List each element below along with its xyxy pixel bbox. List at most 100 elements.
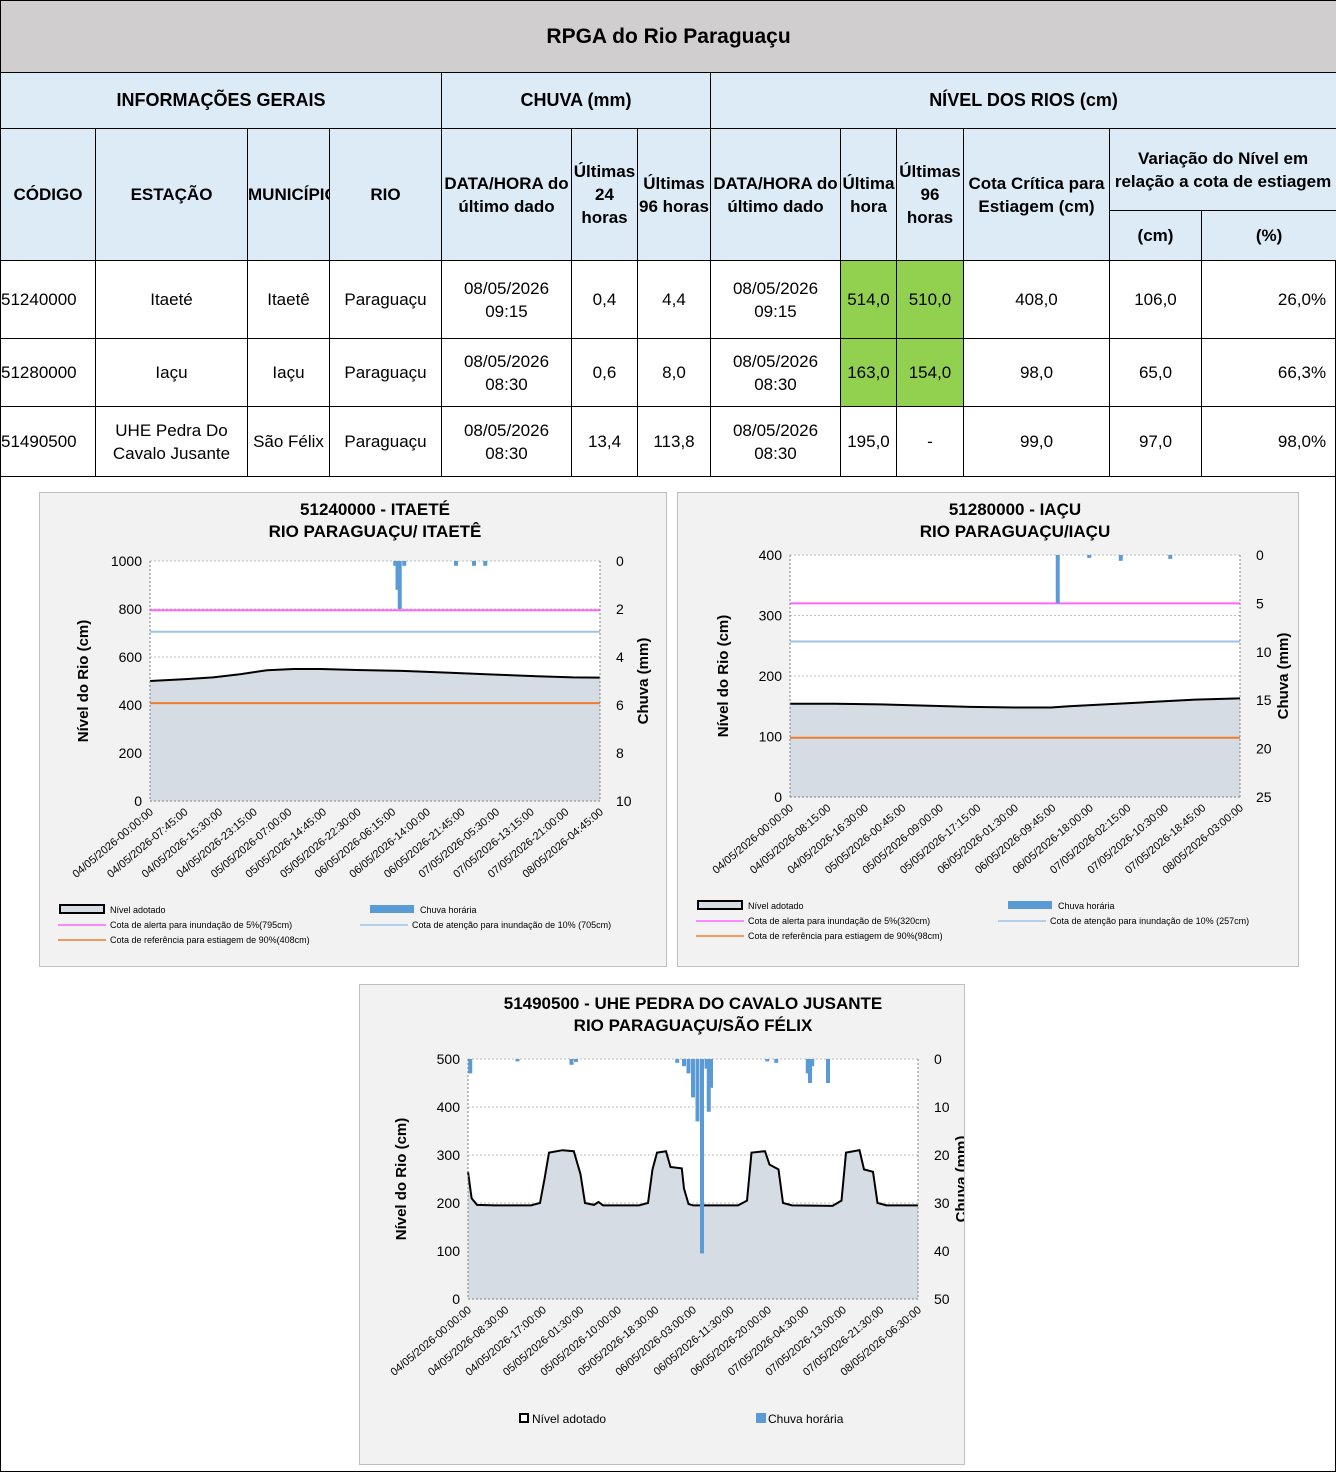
chart-title: 51490500 - UHE PEDRA DO CAVALO JUSANTE xyxy=(504,994,883,1013)
legend-swatch-chuva xyxy=(1008,901,1052,909)
header-estacao: ESTAÇÃO xyxy=(95,128,248,261)
header-ultima-hora: Última hora xyxy=(840,128,897,261)
legend-swatch-chuva xyxy=(370,905,414,913)
legend-label: Nível adotado xyxy=(110,905,166,915)
chuva-bar xyxy=(805,1059,810,1074)
y2-tick-label: 40 xyxy=(934,1243,950,1259)
section-chuva: CHUVA (mm) xyxy=(441,72,711,129)
header-datahora-chuva: DATA/HORA do último dado xyxy=(441,128,572,261)
y2-tick-label: 30 xyxy=(934,1195,950,1211)
chuva-bar xyxy=(765,1059,770,1062)
cell-chuva-96: 113,8 xyxy=(637,406,711,477)
chuva-bar xyxy=(774,1059,779,1063)
chart-iacu: 51280000 - IAÇU RIO PARAGUAÇU/IAÇU 0 100 200… xyxy=(677,492,1299,967)
cell-ultima-hora: 514,0 xyxy=(840,260,897,339)
cell-ultima-hora: 163,0 xyxy=(840,338,897,407)
y2-tick-label: 0 xyxy=(616,553,624,569)
chuva-bar xyxy=(395,561,400,590)
legend-label: Cota de referência para estiagem de 90%(… xyxy=(110,935,310,945)
cell-chuva-24: 13,4 xyxy=(571,406,638,477)
cell-var-pct: 98,0% xyxy=(1200,406,1336,477)
legend-label: Chuva horária xyxy=(420,905,477,915)
chuva-bar xyxy=(704,1059,709,1069)
cell-data-chuva: 08/05/2026 09:15 xyxy=(441,260,572,339)
chuva-bar xyxy=(569,1059,574,1065)
cell-cota: 98,0 xyxy=(963,338,1110,407)
y-tick-label: 400 xyxy=(759,547,783,563)
chuva-bar xyxy=(1087,555,1092,558)
chuva-bar xyxy=(682,1059,686,1067)
cell-cota: 99,0 xyxy=(963,406,1110,477)
cell-estacao: UHE Pedra Do Cavalo Jusante xyxy=(95,406,248,477)
cell-chuva-96: 4,4 xyxy=(637,260,711,339)
cell-rio: Paraguaçu xyxy=(329,406,442,477)
chart-itaete: 51240000 - ITAETÉ RIO PARAGUAÇU/ ITAETÊ 0 2… xyxy=(39,492,667,967)
cell-var-pct: 66,3% xyxy=(1200,338,1336,407)
y2-tick-label: 50 xyxy=(934,1291,950,1307)
cell-municipio: Itaetê xyxy=(247,260,330,339)
legend-label: Chuva horária xyxy=(1058,901,1115,911)
chuva-bar xyxy=(1168,555,1173,559)
y2-tick-label: 20 xyxy=(934,1147,950,1163)
y-axis-title: Nível do Rio (cm) xyxy=(75,620,92,743)
header-variacao: Variação do Nível em relação a cota de e… xyxy=(1108,128,1336,211)
legend-swatch-nivel xyxy=(59,904,105,914)
nivel-line xyxy=(467,1149,918,1207)
y2-tick-label: 20 xyxy=(1256,741,1272,757)
chuva-bar xyxy=(695,1059,700,1122)
y-tick-label: 600 xyxy=(119,649,143,665)
cell-municipio: São Félix xyxy=(247,406,330,477)
table-row: 51490500 UHE Pedra Do Cavalo Jusante São F… xyxy=(0,406,1336,477)
chuva-bar xyxy=(675,1059,680,1063)
y-tick-label: 100 xyxy=(437,1243,461,1259)
header-ultimas-96-nivel: Últimas 96 horas xyxy=(896,128,964,261)
chuva-bar xyxy=(706,1059,711,1112)
y-tick-label: 300 xyxy=(437,1147,461,1163)
nivel-area xyxy=(150,669,600,801)
y2-tick-label: 0 xyxy=(1256,547,1264,563)
legend-swatch-nivel xyxy=(697,900,743,910)
cell-codigo: 51280000 xyxy=(0,338,96,407)
y-tick-label: 800 xyxy=(119,601,143,617)
legend-label: Chuva horária xyxy=(768,1412,844,1426)
chuva-bar xyxy=(402,561,407,566)
chart-subtitle: RIO PARAGUAÇU/IAÇU xyxy=(920,522,1110,541)
y2-tick-label: 5 xyxy=(1256,595,1264,611)
chuva-bar xyxy=(1118,555,1123,561)
chart-title: 51240000 - ITAETÉ xyxy=(300,500,450,519)
legend-label: Cota de atenção para inundação de 10% (2… xyxy=(1050,916,1249,926)
y2-axis-title: Chuva (mm) xyxy=(1275,633,1292,720)
cell-rio: Paraguaçu xyxy=(329,338,442,407)
header-ultimas-24: Últimas 24 horas xyxy=(571,128,638,261)
chuva-bar xyxy=(709,1059,713,1088)
header-var-pct: (%) xyxy=(1200,210,1336,261)
cell-municipio: Iaçu xyxy=(247,338,330,407)
y2-tick-label: 10 xyxy=(1256,644,1272,660)
chart-subtitle: RIO PARAGUAÇU/SÃO FÉLIX xyxy=(574,1015,813,1035)
table-row: 51240000 Itaeté Itaetê Paraguaçu 08/05/2026 … xyxy=(0,260,1336,339)
y-tick-label: 500 xyxy=(437,1051,461,1067)
y-tick-label: 1000 xyxy=(111,553,142,569)
chart-title: 51280000 - IAÇU xyxy=(949,500,1081,519)
chuva-bar xyxy=(472,561,476,566)
section-info: INFORMAÇÕES GERAIS xyxy=(0,72,442,129)
cell-data-nivel: 08/05/2026 08:30 xyxy=(710,406,841,477)
nivel-line xyxy=(149,668,601,682)
y2-tick-label: 15 xyxy=(1256,692,1272,708)
nivel-area xyxy=(468,1150,918,1299)
y2-tick-label: 0 xyxy=(934,1051,942,1067)
y-axis-title: Nível do Rio (cm) xyxy=(715,615,732,738)
chuva-bar xyxy=(468,1059,473,1074)
chuva-bar xyxy=(483,561,488,566)
y2-tick-label: 10 xyxy=(934,1099,950,1115)
header-var-cm: (cm) xyxy=(1109,210,1202,261)
chart-pedra-do-cavalo: 51490500 - UHE PEDRA DO CAVALO JUSANTE RI… xyxy=(359,984,965,1465)
cell-data-chuva: 08/05/2026 08:30 xyxy=(441,338,572,407)
y2-axis-title: Chuva (mm) xyxy=(635,638,652,725)
chuva-bar xyxy=(393,561,398,566)
y-tick-label: 0 xyxy=(774,789,782,805)
cell-data-nivel: 08/05/2026 09:15 xyxy=(710,260,841,339)
cell-rio: Paraguaçu xyxy=(329,260,442,339)
y-tick-label: 200 xyxy=(119,745,143,761)
legend-label: Cota de alerta para inundação de 5%(795c… xyxy=(110,920,292,930)
